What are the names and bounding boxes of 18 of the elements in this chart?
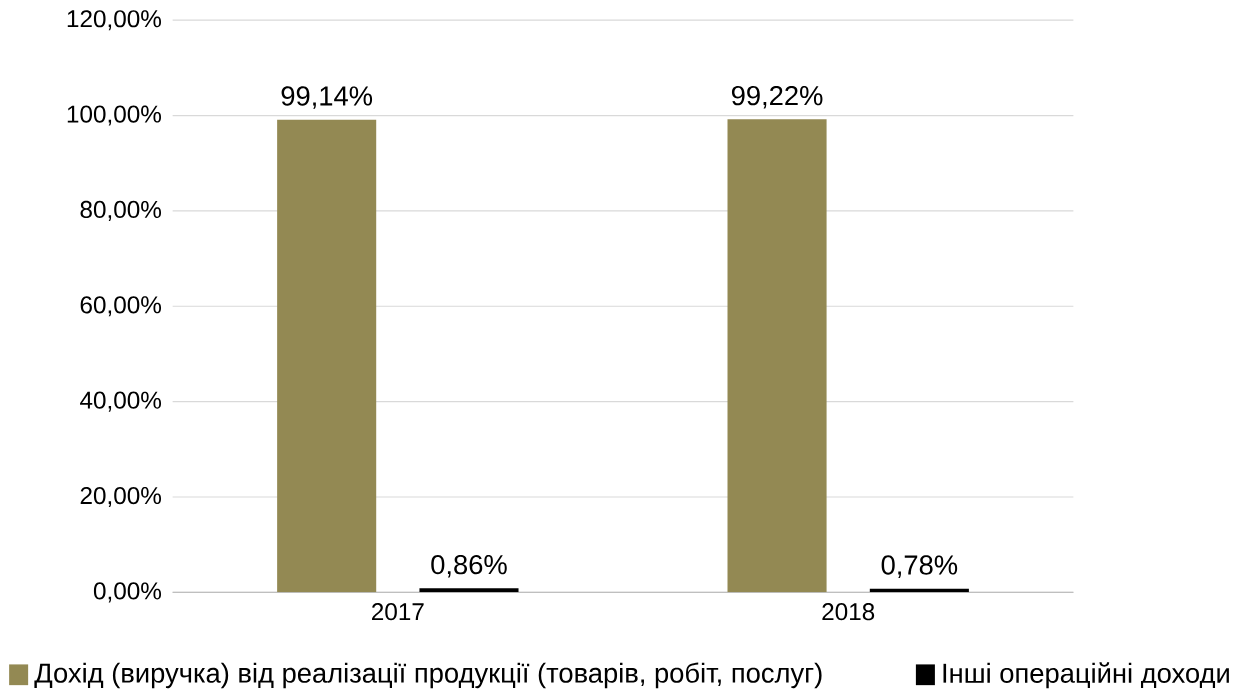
bar [419,588,519,593]
y-tick-label: 20,00% [80,486,162,507]
legend-label: Інші операційні доходи [943,662,1229,689]
y-tick-label: 60,00% [80,296,162,317]
bar [277,119,377,593]
data-label: 99,14% [281,86,373,109]
y-tick-label: 40,00% [80,391,162,412]
data-label: 0,86% [431,554,507,578]
x-tick-label: 2017 [372,602,424,621]
y-tick-label: 0,00% [93,582,162,603]
y-tick-label: 120,00% [67,9,161,31]
y-tick-label: 80,00% [80,200,162,221]
x-tick-label: 2018 [822,602,875,621]
data-label: 99,22% [731,85,823,109]
legend-label: Дохід (виручка) від реалізації продукції (товарів, робіт, послуг) [34,662,822,689]
bar [727,119,827,593]
y-tick-label: 100,00% [67,105,161,126]
data-label: 0,78% [881,555,958,578]
